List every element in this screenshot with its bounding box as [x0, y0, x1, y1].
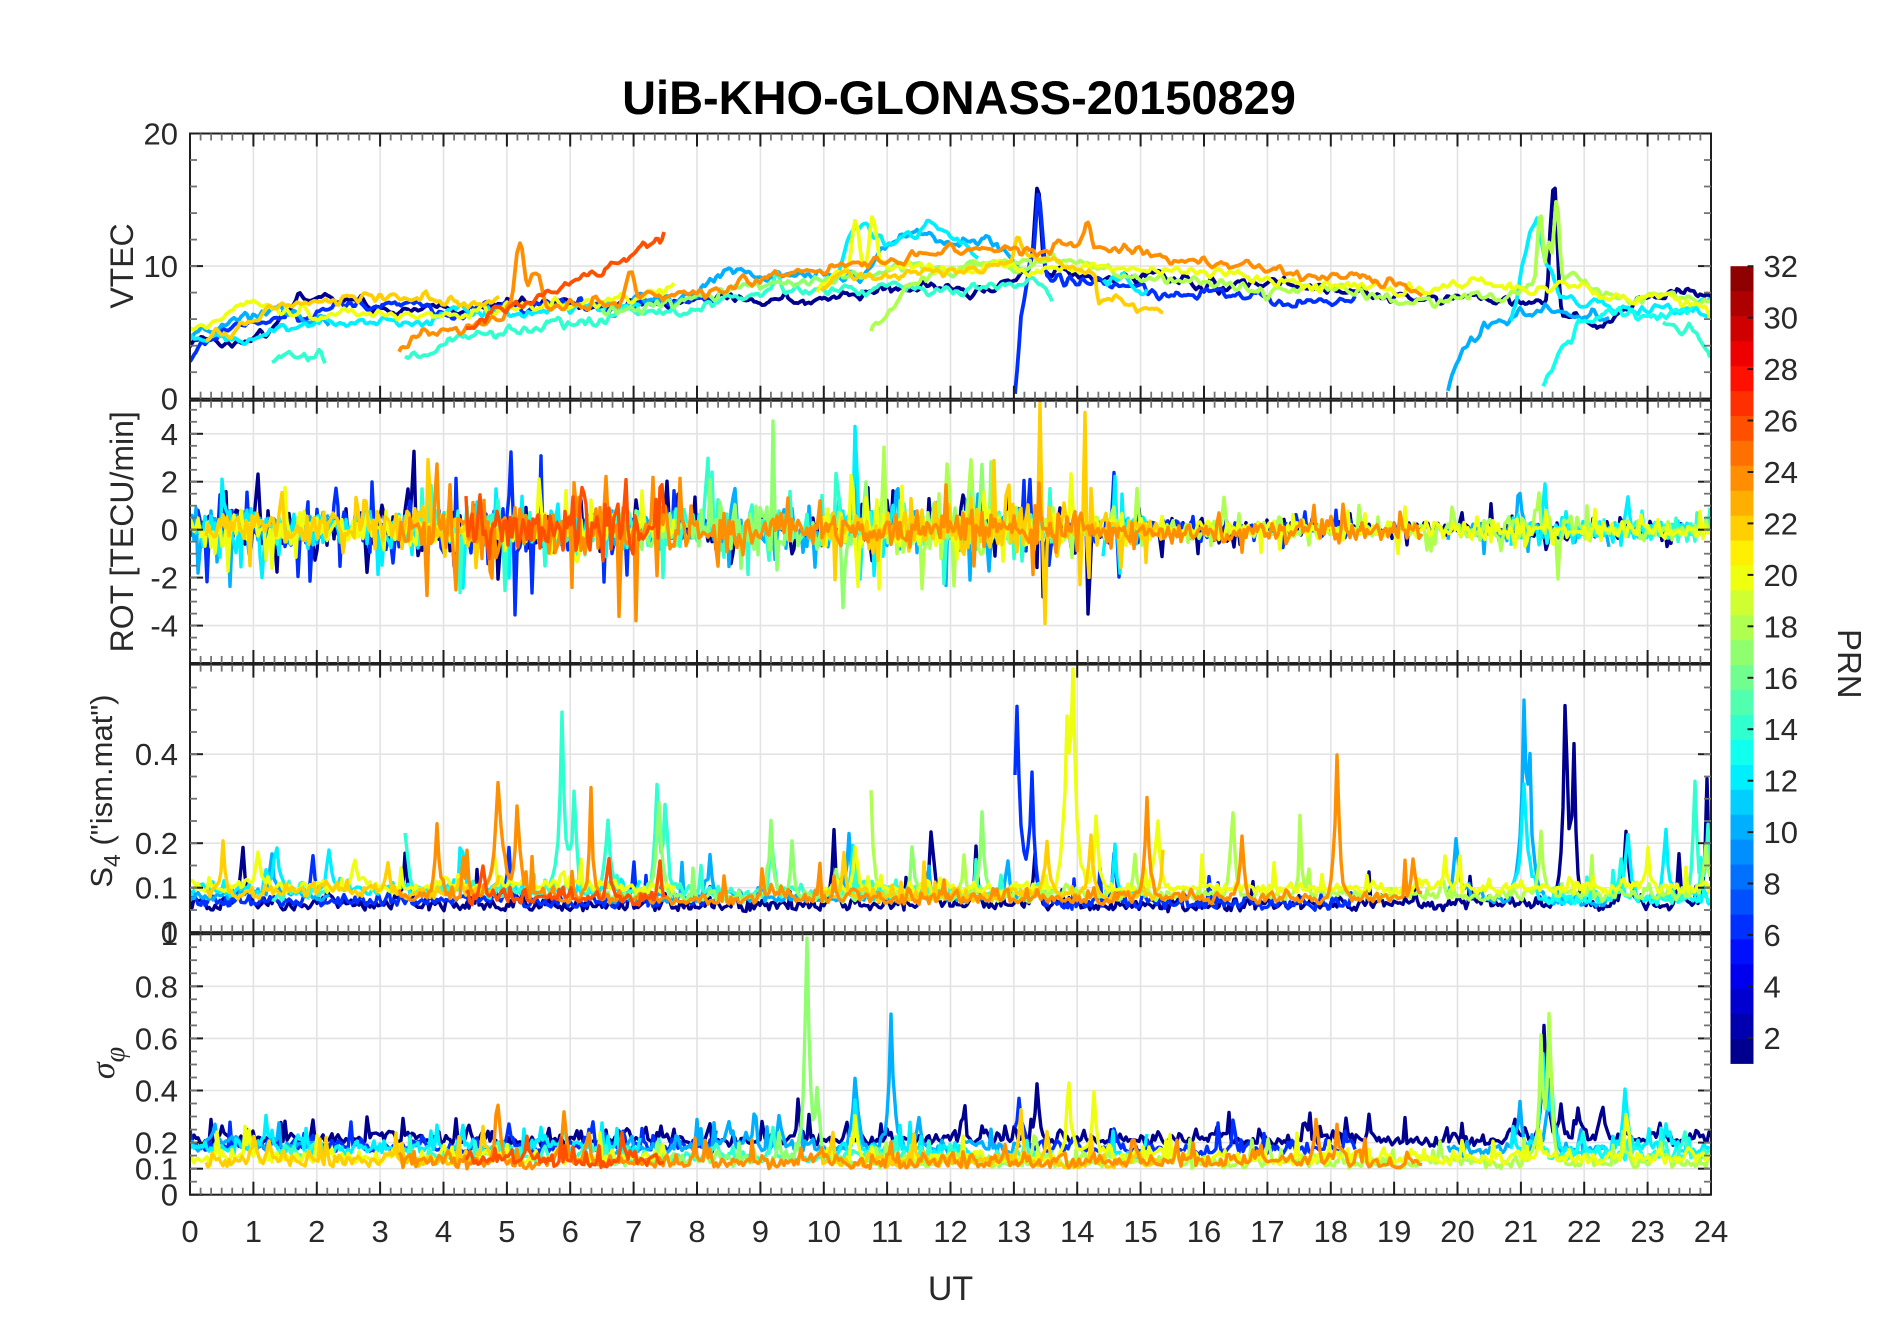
svg-text:24: 24	[1764, 455, 1798, 490]
svg-text:0.1: 0.1	[135, 871, 178, 906]
svg-text:0.4: 0.4	[135, 1074, 178, 1109]
svg-text:16: 16	[1764, 661, 1798, 696]
svg-text:20: 20	[1440, 1214, 1474, 1249]
svg-text:0.2: 0.2	[135, 826, 178, 861]
svg-text:UT: UT	[928, 1270, 973, 1308]
svg-text:UiB-KHO-GLONASS-20150829: UiB-KHO-GLONASS-20150829	[622, 71, 1296, 124]
svg-text:12: 12	[1764, 764, 1798, 799]
svg-text:4: 4	[435, 1214, 452, 1249]
svg-text:0: 0	[161, 1178, 178, 1213]
svg-text:0.8: 0.8	[135, 969, 178, 1004]
svg-text:8: 8	[688, 1214, 705, 1249]
svg-text:PRN: PRN	[1831, 629, 1868, 699]
svg-text:2: 2	[308, 1214, 325, 1249]
svg-text:4: 4	[1764, 969, 1781, 1004]
svg-text:VTEC: VTEC	[104, 223, 140, 308]
svg-text:30: 30	[1764, 301, 1798, 336]
svg-text:11: 11	[871, 1214, 903, 1249]
svg-text:16: 16	[1187, 1214, 1221, 1249]
svg-text:-4: -4	[150, 609, 178, 644]
svg-text:1: 1	[161, 917, 178, 952]
svg-text:6: 6	[562, 1214, 579, 1249]
svg-text:14: 14	[1764, 712, 1798, 747]
svg-text:10: 10	[1764, 815, 1798, 850]
svg-text:9: 9	[752, 1214, 769, 1249]
svg-text:18: 18	[1764, 609, 1798, 644]
svg-text:0: 0	[161, 915, 178, 950]
svg-text:2: 2	[1764, 1021, 1781, 1056]
svg-text:5: 5	[498, 1214, 515, 1249]
svg-text:6: 6	[1764, 918, 1781, 953]
svg-text:12: 12	[933, 1214, 967, 1249]
svg-text:15: 15	[1123, 1214, 1157, 1249]
svg-text:22: 22	[1567, 1214, 1601, 1249]
svg-text:0.1: 0.1	[135, 1152, 178, 1187]
svg-text:19: 19	[1377, 1214, 1411, 1249]
svg-text:0: 0	[161, 382, 178, 417]
svg-text:-2: -2	[150, 561, 178, 596]
svg-text:0: 0	[181, 1214, 198, 1249]
svg-text:17: 17	[1250, 1214, 1284, 1249]
svg-text:0.6: 0.6	[135, 1021, 178, 1056]
svg-text:14: 14	[1060, 1214, 1094, 1249]
svg-text:8: 8	[1764, 867, 1781, 902]
svg-text:σφ: σφ	[85, 1047, 131, 1079]
svg-text:0.4: 0.4	[135, 737, 178, 772]
svg-text:13: 13	[997, 1214, 1031, 1249]
svg-text:0.2: 0.2	[135, 1126, 178, 1161]
svg-text:3: 3	[372, 1214, 389, 1249]
svg-text:1: 1	[245, 1214, 262, 1249]
svg-text:21: 21	[1504, 1214, 1538, 1249]
svg-text:4: 4	[161, 417, 178, 452]
svg-text:22: 22	[1764, 506, 1798, 541]
svg-text:ROT [TECU/min]: ROT [TECU/min]	[104, 411, 140, 652]
svg-text:7: 7	[625, 1214, 642, 1249]
svg-text:10: 10	[144, 249, 178, 284]
svg-text:24: 24	[1694, 1214, 1728, 1249]
svg-text:18: 18	[1314, 1214, 1348, 1249]
svg-text:2: 2	[161, 465, 178, 500]
svg-text:S4 ("ism.mat"): S4 ("ism.mat")	[84, 694, 125, 887]
svg-text:20: 20	[1764, 558, 1798, 593]
svg-text:26: 26	[1764, 404, 1798, 439]
svg-text:32: 32	[1764, 249, 1798, 284]
svg-text:23: 23	[1630, 1214, 1664, 1249]
svg-text:0: 0	[161, 513, 178, 548]
svg-text:10: 10	[807, 1214, 841, 1249]
svg-text:20: 20	[144, 117, 178, 152]
svg-text:28: 28	[1764, 352, 1798, 387]
